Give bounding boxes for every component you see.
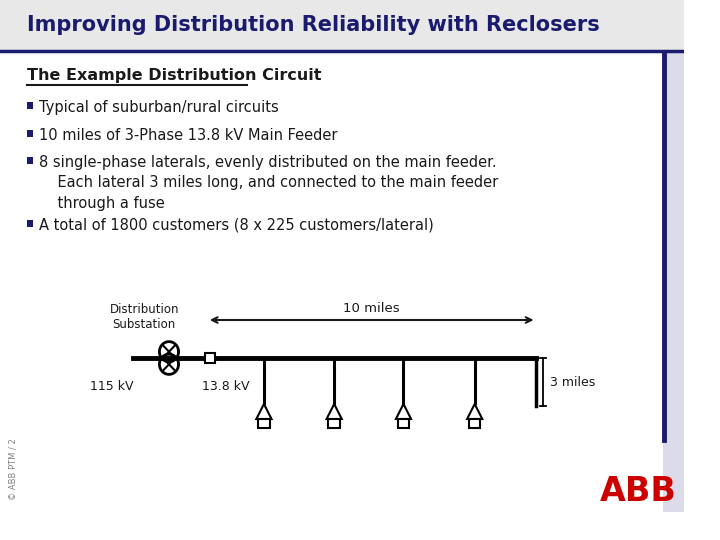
Bar [27, 157, 33, 164]
Polygon shape [467, 404, 482, 419]
Bar [397, 419, 409, 428]
Text: 13.8 kV: 13.8 kV [202, 380, 250, 393]
Text: 10 miles: 10 miles [343, 302, 400, 315]
Bar [27, 220, 33, 227]
Bar [205, 353, 215, 363]
Text: ABB: ABB [600, 475, 676, 508]
Bar [328, 419, 340, 428]
Polygon shape [396, 404, 411, 419]
Bar [0, 0, 683, 50]
Text: Improving Distribution Reliability with Reclosers: Improving Distribution Reliability with … [27, 15, 599, 35]
Text: 115 kV: 115 kV [90, 380, 134, 393]
Text: The Example Distribution Circuit: The Example Distribution Circuit [27, 68, 321, 83]
Text: 8 single-phase laterals, evenly distributed on the main feeder.
    Each lateral: 8 single-phase laterals, evenly distribu… [39, 155, 498, 211]
Text: 10 miles of 3-Phase 13.8 kV Main Feeder: 10 miles of 3-Phase 13.8 kV Main Feeder [39, 128, 338, 143]
Bar [27, 102, 33, 109]
Text: Typical of suburban/rural circuits: Typical of suburban/rural circuits [39, 100, 279, 115]
Text: © ABB PTM / 2: © ABB PTM / 2 [9, 438, 17, 500]
Polygon shape [256, 404, 271, 419]
Text: 3 miles: 3 miles [549, 375, 595, 388]
Text: Distribution
Substation: Distribution Substation [109, 303, 179, 331]
Bar [27, 130, 33, 137]
Text: A total of 1800 customers (8 x 225 customers/lateral): A total of 1800 customers (8 x 225 custo… [39, 218, 433, 233]
Bar [469, 419, 480, 428]
Bar [662, 52, 683, 512]
Bar [258, 419, 269, 428]
Polygon shape [327, 404, 342, 419]
